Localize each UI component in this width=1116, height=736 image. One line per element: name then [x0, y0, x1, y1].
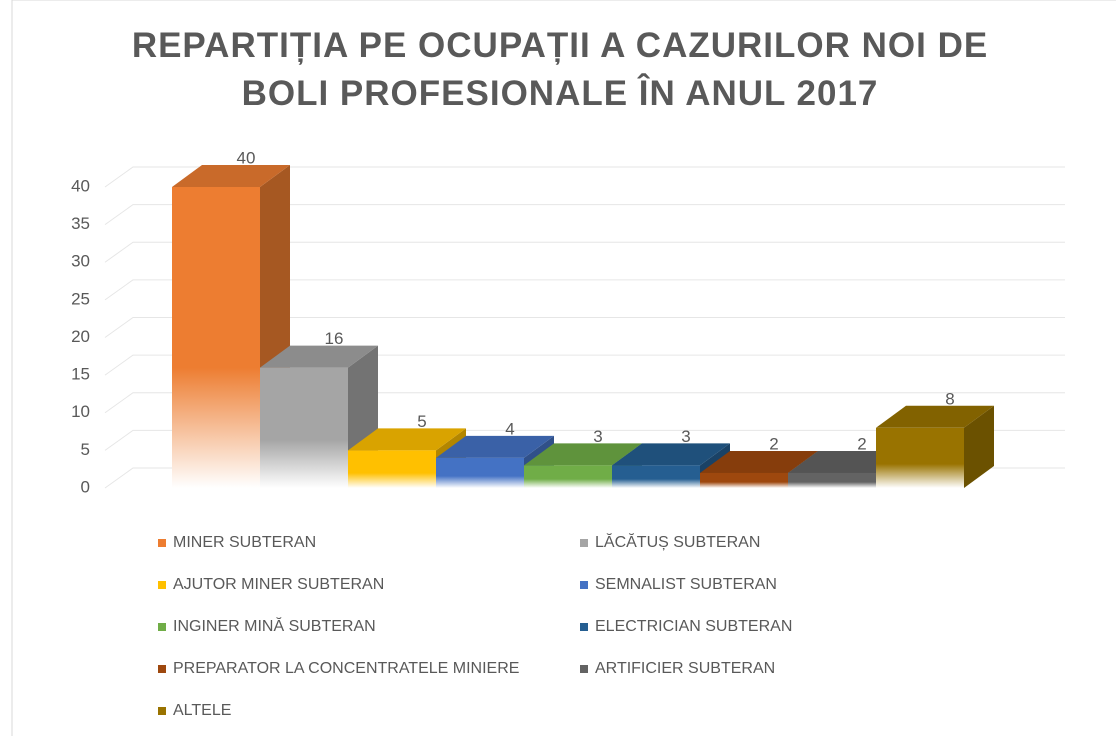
data-label: 3 [681, 427, 690, 446]
bar-top [700, 450, 818, 473]
frame [11, 0, 1116, 736]
bar [348, 450, 436, 488]
bar [260, 367, 348, 488]
data-label: 4 [505, 419, 514, 438]
data-label: 3 [593, 427, 602, 446]
legend-label: ALTELE [173, 702, 231, 719]
bar-top [436, 435, 554, 458]
grid-line [104, 317, 1065, 338]
grid-line [104, 392, 1065, 414]
chart-title: REPARTIȚIA PE OCUPAȚII A CAZURILOR NOI D… [131, 26, 989, 113]
bar-top [876, 405, 994, 428]
data-label: 5 [417, 412, 426, 431]
y-tick-label: 0 [81, 477, 90, 496]
legend-swatch [580, 581, 588, 589]
legend-swatch [158, 539, 166, 547]
legend-swatch [580, 665, 588, 673]
grid-line [104, 429, 1065, 451]
data-label: 8 [945, 389, 954, 408]
bar-side [964, 405, 994, 488]
y-tick-label: 40 [71, 176, 90, 195]
y-tick-label: 30 [71, 252, 90, 271]
bar [612, 465, 700, 488]
legend-swatch [158, 707, 166, 715]
grid-line [104, 354, 1065, 376]
data-label: 2 [769, 434, 778, 453]
data-label: 2 [857, 434, 866, 453]
bar [524, 465, 612, 488]
y-tick-label: 15 [71, 365, 90, 384]
bar [788, 472, 876, 488]
legend-swatch [580, 539, 588, 547]
y-tick-label: 10 [71, 402, 90, 421]
bar-top [348, 428, 466, 451]
legend-label: MINER SUBTERAN [173, 534, 316, 551]
legend-label: PREPARATOR LA CONCENTRATELE MINIERE [173, 660, 519, 677]
bar-top [260, 345, 378, 368]
bar [876, 427, 964, 488]
y-tick-label: 20 [71, 327, 90, 346]
legend-label: INGINER MINĂ SUBTERAN [173, 616, 376, 635]
legend-label: SEMNALIST SUBTERAN [595, 576, 777, 593]
grid-line [104, 279, 1065, 301]
legend-swatch [158, 623, 166, 631]
grid-line [104, 204, 1065, 226]
y-tick-label: 5 [81, 440, 90, 459]
bar-top [612, 443, 730, 466]
bar [436, 457, 524, 488]
y-tick-label: 35 [71, 214, 90, 233]
legend-swatch [580, 623, 588, 631]
bar-top [172, 165, 290, 187]
legend-label: AJUTOR MINER SUBTERAN [173, 576, 384, 593]
legend-swatch [158, 665, 166, 673]
data-label: 16 [325, 329, 344, 348]
bar [700, 472, 788, 488]
legend-label: LĂCĂTUȘ SUBTERAN [595, 532, 760, 551]
legend-label: ARTIFICIER SUBTERAN [595, 660, 775, 677]
bar-top [524, 443, 642, 466]
legend-swatch [158, 581, 166, 589]
grid-line [104, 241, 1065, 263]
y-tick-label: 25 [71, 289, 90, 308]
grid-line [104, 166, 1065, 188]
legend-label: ELECTRICIAN SUBTERAN [595, 618, 792, 635]
bar [172, 187, 260, 488]
data-label: 40 [237, 148, 256, 167]
